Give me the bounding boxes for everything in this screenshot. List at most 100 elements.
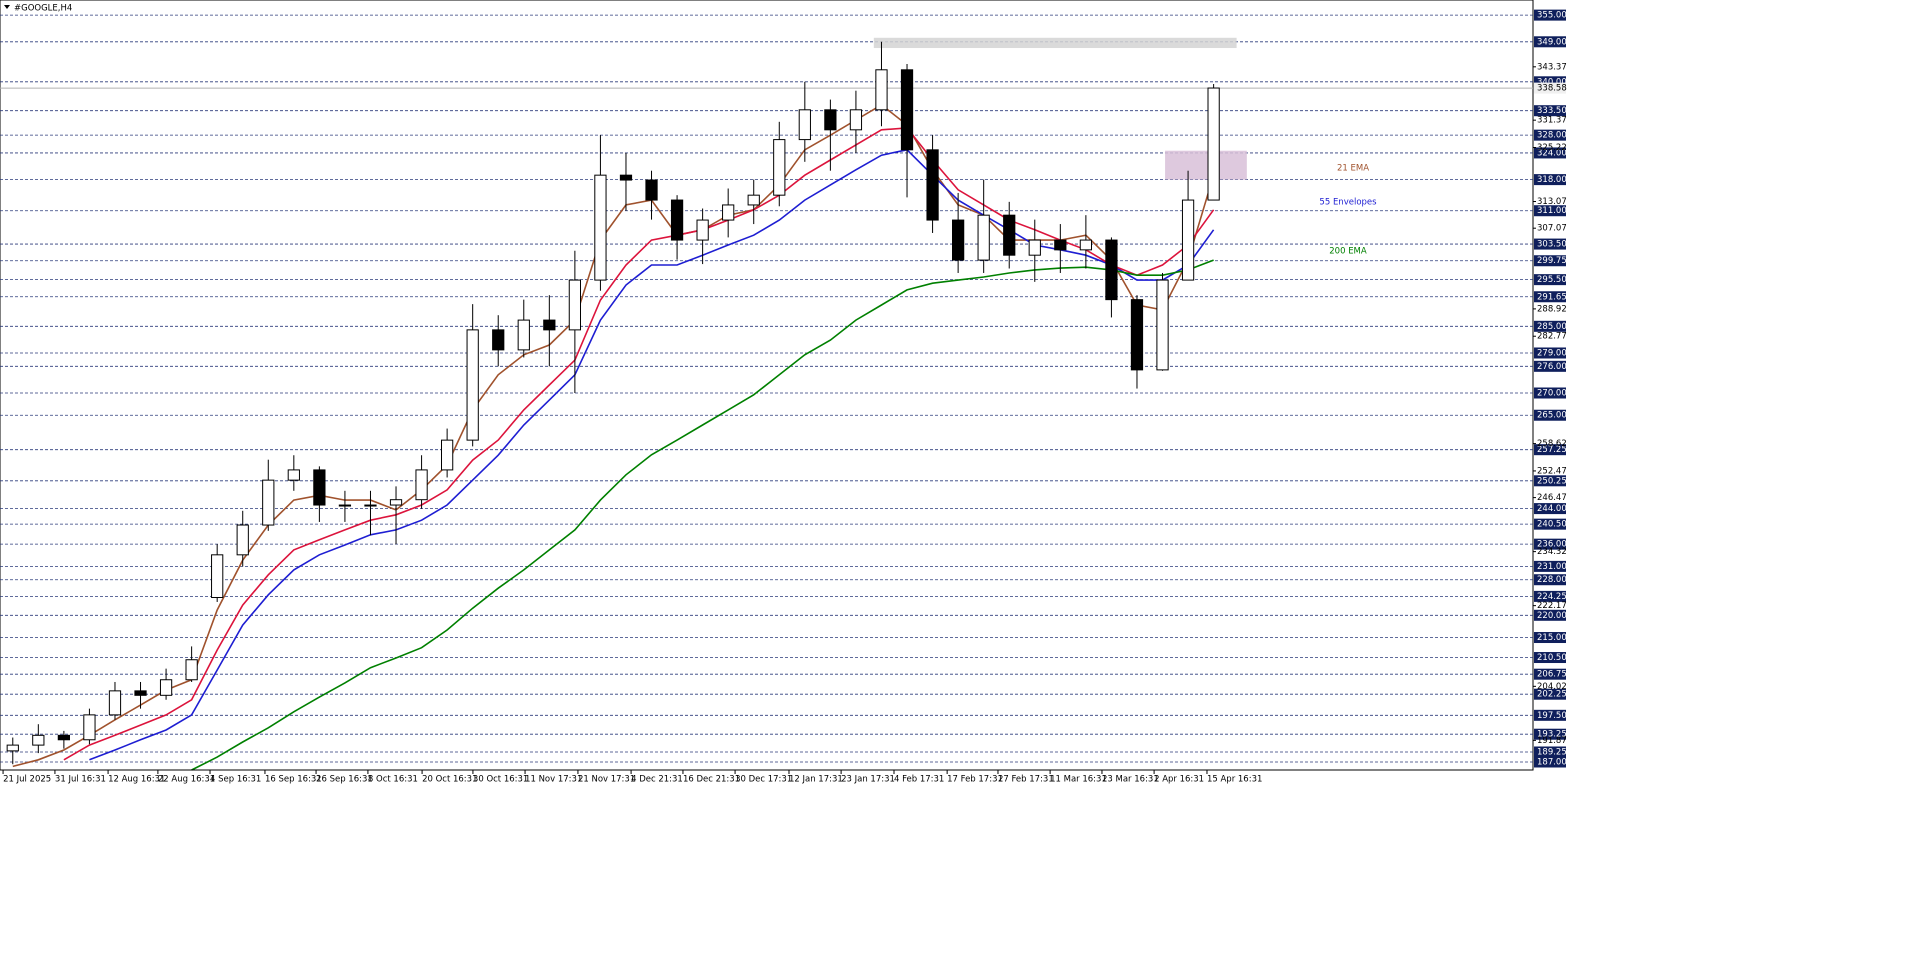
x-tick-label: 16 Sep 16:31 xyxy=(265,775,322,785)
x-tick-label: 4 Feb 17:31 xyxy=(894,775,944,785)
candle-body xyxy=(57,734,70,741)
y-tick-label: 343.37 xyxy=(1537,62,1567,72)
level-label: 215.00 xyxy=(1537,633,1567,643)
candle-body xyxy=(900,69,914,151)
candle-body xyxy=(747,194,760,206)
y-tick-label: 331.37 xyxy=(1537,116,1567,126)
current-price-label: 338.58 xyxy=(1537,84,1567,94)
level-label: 299.75 xyxy=(1537,256,1567,266)
level-label-box xyxy=(1534,9,1566,21)
level-label: 270.00 xyxy=(1537,389,1567,399)
x-tick-label: 12 Jan 17:31 xyxy=(789,775,843,785)
level-label-box xyxy=(1534,688,1566,700)
level-label-box xyxy=(1534,360,1566,372)
level-label-box xyxy=(1534,129,1566,141)
axes: 355.00 349.00 340.00 333.50 328.00 324.00 318.… xyxy=(0,9,1567,785)
candle-body xyxy=(185,659,198,681)
candle-body xyxy=(517,319,530,351)
level-label: 276.00 xyxy=(1537,362,1567,372)
x-tick-label: 15 Apr 16:31 xyxy=(1207,775,1262,785)
y-tick-label: 282.77 xyxy=(1537,332,1567,342)
y-tick-label: 246.47 xyxy=(1537,493,1567,503)
level-label-box xyxy=(1534,147,1566,159)
level-label-box xyxy=(1534,632,1566,644)
y-tick-label: 191.87 xyxy=(1537,736,1567,746)
candle-body xyxy=(364,504,377,507)
price-zone xyxy=(873,37,1237,49)
candle-body xyxy=(236,524,249,556)
candle-body xyxy=(619,174,633,181)
level-label-box xyxy=(1534,409,1566,421)
candle-body xyxy=(594,174,607,281)
price-zone xyxy=(1165,150,1247,180)
candle-body xyxy=(6,744,19,752)
y-tick-label: 325.22 xyxy=(1537,143,1567,153)
level-label: 240.50 xyxy=(1537,520,1567,530)
y-tick-label: 252.47 xyxy=(1537,466,1567,476)
level-label-box xyxy=(1534,36,1566,48)
level-label: 303.50 xyxy=(1537,240,1567,250)
candle-body xyxy=(1079,239,1092,251)
level-label: 244.00 xyxy=(1537,504,1567,514)
level-label-box xyxy=(1534,609,1566,621)
candle-body xyxy=(1028,239,1041,256)
level-label: 224.25 xyxy=(1537,592,1567,602)
x-tick-label: 31 Jul 16:31 xyxy=(55,775,106,785)
level-label-box xyxy=(1534,746,1566,758)
x-tick-label: 20 Oct 16:31 xyxy=(422,775,477,785)
level-label: 257.25 xyxy=(1537,445,1567,455)
level-label: 189.25 xyxy=(1537,747,1567,757)
candle-body xyxy=(83,714,96,741)
level-label: 236.00 xyxy=(1537,540,1567,550)
level-label: 318.00 xyxy=(1537,175,1567,185)
level-label: 328.00 xyxy=(1537,131,1567,141)
candle-body xyxy=(441,439,454,471)
level-label-box xyxy=(1534,76,1566,88)
level-label: 206.75 xyxy=(1537,670,1567,680)
indicator-label: 55 Envelopes xyxy=(1319,198,1377,208)
level-label-box xyxy=(1534,518,1566,530)
candle-body xyxy=(543,319,556,331)
level-label-box xyxy=(1534,238,1566,250)
x-tick-label: 4 Dec 21:31 xyxy=(631,775,683,785)
x-tick-label: 23 Mar 16:31 xyxy=(1102,775,1159,785)
level-label-box xyxy=(1534,347,1566,359)
level-label-box xyxy=(1534,560,1566,572)
candle-body xyxy=(262,479,275,526)
chart-title: #GOOGLE,H4 xyxy=(14,4,72,14)
x-tick-label: 8 Oct 16:31 xyxy=(368,775,418,785)
level-label-box xyxy=(1534,668,1566,680)
x-tick-label: 23 Jan 17:31 xyxy=(841,775,895,785)
level-label-box xyxy=(1534,387,1566,399)
level-label-box xyxy=(1534,538,1566,550)
level-label-box xyxy=(1534,174,1566,186)
level-label-box xyxy=(1534,444,1566,456)
current-price-box xyxy=(1534,82,1566,94)
candle-body xyxy=(287,469,300,481)
candle-body xyxy=(1130,299,1144,371)
x-tick-label: 11 Mar 16:31 xyxy=(1050,775,1107,785)
y-tick-label: 204.02 xyxy=(1537,682,1567,692)
level-label-box xyxy=(1534,255,1566,267)
candle-body xyxy=(492,329,505,351)
candle-body xyxy=(824,109,837,131)
level-label: 291.65 xyxy=(1537,292,1567,302)
x-tick-label: 17 Feb 17:31 xyxy=(947,775,1003,785)
indicator-label: 200 EMA xyxy=(1329,247,1367,257)
level-label-box xyxy=(1534,205,1566,217)
level-label: 333.50 xyxy=(1537,106,1567,116)
candle-body xyxy=(1054,239,1067,251)
indicator-label: 21 EMA xyxy=(1337,164,1369,174)
level-label: 231.00 xyxy=(1537,562,1567,572)
candle-body xyxy=(798,109,811,141)
level-label-box xyxy=(1534,320,1566,332)
candle-body xyxy=(466,329,479,441)
menu-arrow[interactable] xyxy=(4,5,10,9)
candle-body xyxy=(338,504,352,507)
y-tick-label: 313.07 xyxy=(1537,197,1567,207)
level-label-box xyxy=(1534,652,1566,664)
level-label: 187.00 xyxy=(1537,757,1567,767)
level-label-box xyxy=(1534,709,1566,721)
level-label-box xyxy=(1534,590,1566,602)
